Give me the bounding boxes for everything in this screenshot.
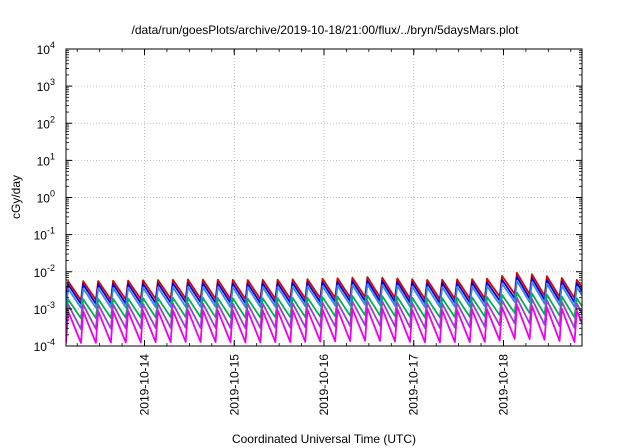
series-line-6 <box>66 304 582 344</box>
x-tick-label: 2019-10-18 <box>496 354 510 416</box>
y-tick-label: 102 <box>37 114 55 131</box>
grid-lines <box>66 49 582 346</box>
x-axis-ticks: 2019-10-14 2019-10-15 2019-10-16 2019-10-17… <box>76 49 572 416</box>
y-tick-label: 10-2 <box>34 263 55 280</box>
series-line-3 <box>66 279 582 309</box>
y-tick-label: 10-1 <box>34 226 55 243</box>
y-tick-label: 103 <box>37 77 55 94</box>
y-axis-ticks: 10-4 10-3 10-2 10-1 100 101 102 103 104 <box>34 40 582 354</box>
x-tick-label: 2019-10-16 <box>317 354 331 416</box>
chart-title: /data/run/goesPlots/archive/2019-10-18/2… <box>132 23 520 37</box>
x-axis-label: Coordinated Universal Time (UTC) <box>232 432 416 446</box>
y-tick-label: 10-3 <box>34 300 55 317</box>
x-tick-label: 2019-10-17 <box>407 354 421 416</box>
x-tick-label: 2019-10-15 <box>227 354 241 416</box>
y-tick-label: 10-4 <box>34 337 55 354</box>
y-tick-label: 100 <box>37 189 55 206</box>
y-tick-label: 104 <box>37 40 55 57</box>
y-tick-label: 101 <box>37 151 55 168</box>
x-tick-label: 2019-10-14 <box>138 354 152 416</box>
series-layer <box>66 272 582 344</box>
y-axis-label: cGy/day <box>9 175 23 219</box>
